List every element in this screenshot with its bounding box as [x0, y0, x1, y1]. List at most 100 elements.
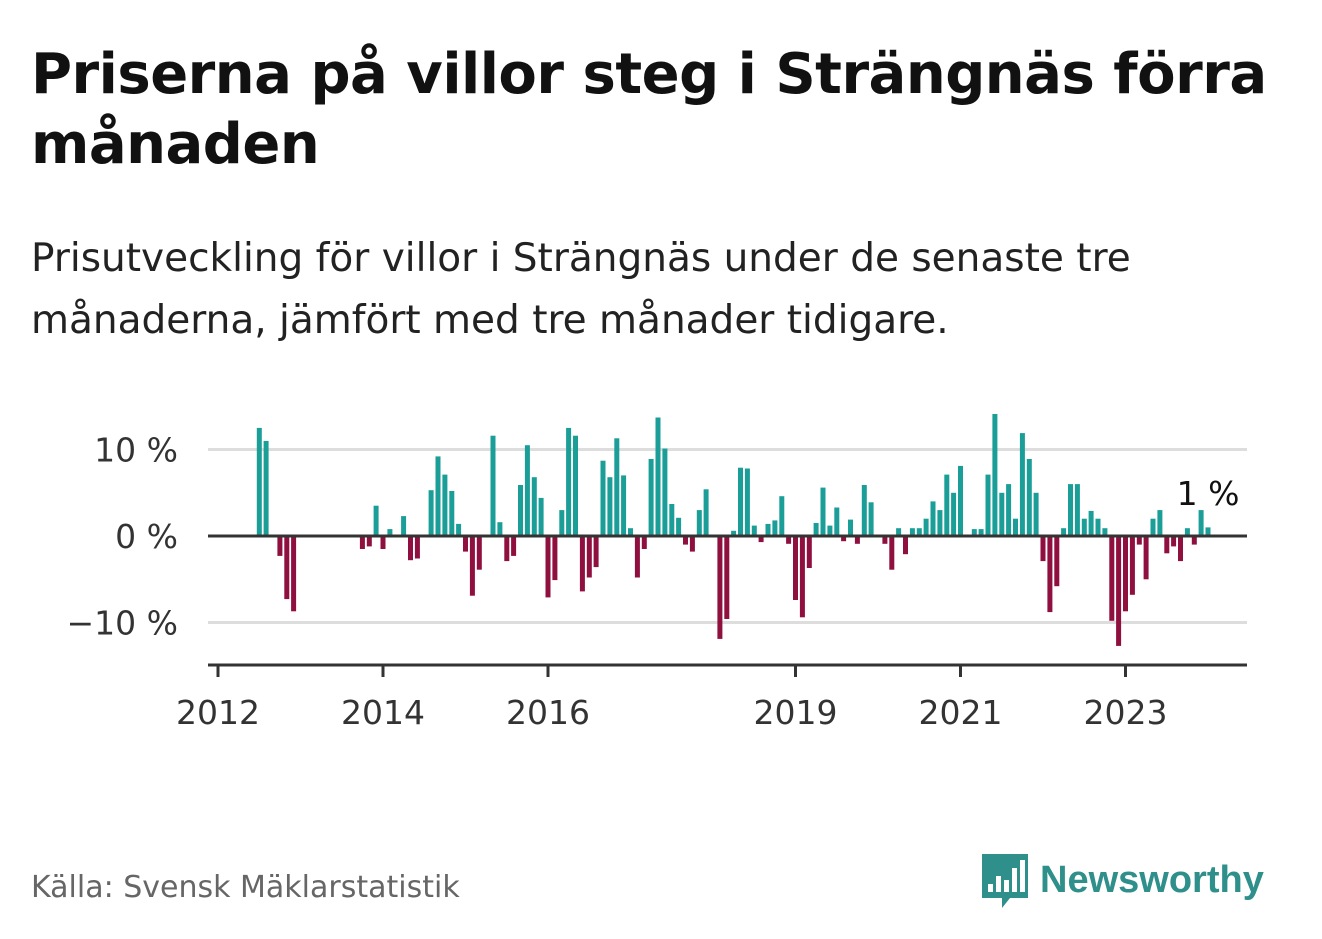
bar: [648, 459, 654, 536]
bar: [511, 536, 517, 556]
chart-subtitle: Prisutveckling för villor i Strängnäs un…: [31, 236, 1131, 343]
bar: [1198, 510, 1204, 536]
bar: [772, 520, 778, 536]
bar: [628, 528, 633, 536]
bar: [868, 502, 874, 536]
gridlines: [208, 448, 1247, 624]
bar: [1054, 536, 1060, 587]
bar: [909, 528, 915, 536]
bar: [799, 536, 805, 618]
bar: [683, 536, 688, 545]
y-tick-label: 0 %: [115, 517, 178, 556]
bar: [930, 501, 936, 536]
bar: [1040, 536, 1046, 562]
bar: [1033, 492, 1039, 537]
bar: [1081, 518, 1087, 536]
bar: [820, 487, 826, 536]
bar: [1164, 536, 1170, 554]
bar: [442, 474, 448, 536]
labels: 10 % 0 % −10 % 2012 2014 2016 2019 2021 2023 1 %: [67, 431, 1240, 733]
bar: [992, 414, 998, 536]
bar: [1171, 536, 1177, 547]
axes: [208, 534, 1247, 677]
bar: [435, 456, 441, 536]
bar: [861, 485, 867, 536]
bar: [738, 467, 743, 536]
bar-chart: 10 % 0 % −10 % 2012 2014 2016 2019 2021 2023 1 %: [67, 414, 1247, 733]
bar: [806, 536, 812, 568]
bar: [380, 536, 386, 549]
bar: [614, 438, 620, 536]
bar: [284, 536, 290, 600]
bar: [1019, 433, 1025, 536]
bar: [586, 536, 592, 578]
bar: [366, 536, 372, 547]
bar: [518, 485, 523, 536]
bar: [889, 536, 895, 570]
bar: [1088, 510, 1094, 536]
bar: [504, 536, 510, 562]
brand-name: Newsworthy: [1040, 858, 1264, 901]
bar-chart-speech-bubble-icon: [982, 854, 1028, 908]
bar: [414, 536, 420, 559]
bar: [408, 536, 413, 561]
bar: [758, 536, 764, 543]
bar: [751, 525, 757, 536]
bar: [731, 530, 737, 536]
bar: [559, 510, 565, 536]
bar: [456, 523, 462, 536]
bar: [497, 522, 503, 536]
bar: [1095, 518, 1101, 536]
x-tick-label: 2021: [919, 693, 1003, 732]
bar: [256, 427, 262, 536]
brand-logo: Newsworthy: [980, 850, 1264, 910]
bar: [779, 496, 785, 536]
bar: [579, 536, 585, 592]
bar: [1205, 527, 1211, 536]
bar: [1061, 528, 1067, 536]
bar: [1068, 484, 1073, 536]
bar: [1157, 510, 1163, 536]
bar: [786, 536, 792, 544]
y-tick-label: −10 %: [67, 604, 179, 643]
bar: [476, 536, 482, 570]
bar: [724, 536, 730, 619]
bar: [669, 504, 675, 536]
bar: [566, 427, 572, 536]
bar: [538, 497, 544, 536]
bar: [1150, 518, 1156, 536]
bar: [291, 536, 297, 612]
bar: [359, 536, 365, 549]
bar: [531, 477, 537, 536]
bar: [1109, 536, 1115, 621]
bar: [1026, 459, 1032, 536]
x-tick-label: 2019: [754, 693, 838, 732]
bar: [469, 536, 475, 596]
bar: [1013, 518, 1018, 536]
bar: [401, 516, 407, 536]
bar: [896, 528, 902, 536]
bar: [1006, 484, 1012, 536]
bar: [1136, 536, 1142, 545]
y-tick-label: 10 %: [94, 431, 178, 470]
bar: [1178, 536, 1183, 562]
bar: [387, 529, 393, 536]
bar: [944, 474, 950, 536]
bar: [916, 528, 922, 536]
bar: [263, 440, 269, 536]
last-value-label: 1 %: [1177, 474, 1240, 513]
bar: [1047, 536, 1053, 613]
bar: [937, 510, 943, 536]
bar: [703, 489, 709, 536]
bar: [813, 523, 819, 536]
bar: [793, 536, 798, 600]
bar: [373, 505, 379, 536]
bar: [662, 448, 668, 536]
bar: [854, 536, 860, 544]
bar: [1191, 536, 1197, 545]
bar: [834, 507, 840, 536]
x-tick-label: 2016: [506, 693, 590, 732]
bar: [277, 536, 283, 556]
bar: [882, 536, 888, 544]
bar: [689, 536, 695, 552]
